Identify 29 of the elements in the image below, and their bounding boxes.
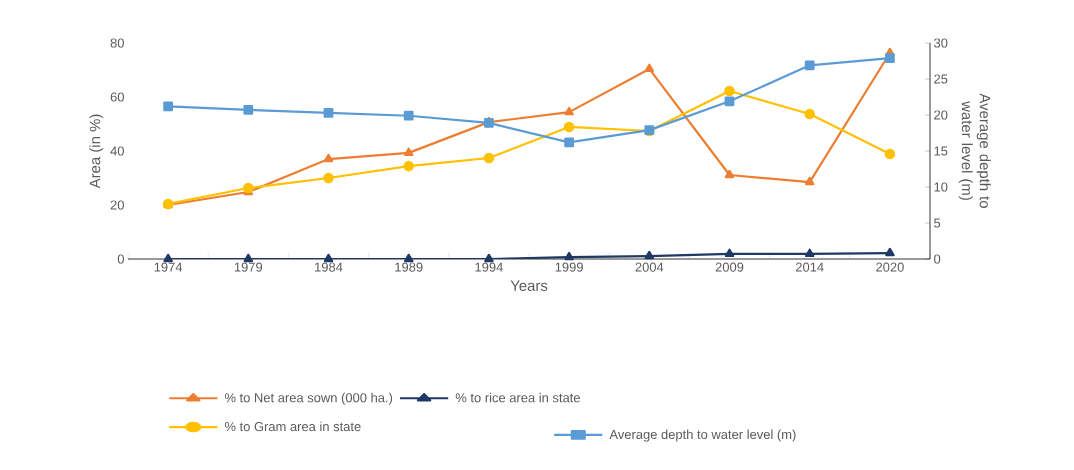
y2-tick-label: 0 bbox=[934, 254, 941, 264]
y2-tick-label: 10 bbox=[934, 182, 948, 192]
y-tick-label: 40 bbox=[110, 146, 124, 156]
x-tick-label: 1989 bbox=[395, 262, 423, 272]
legend-label: % to rice area in state bbox=[455, 392, 580, 403]
x-tick-label: 1994 bbox=[475, 262, 503, 272]
legend-label: Average depth to water level (m) bbox=[609, 429, 796, 442]
y2-tick-label: 5 bbox=[934, 218, 941, 228]
x-tick-label: 1974 bbox=[154, 262, 183, 272]
x-tick-label: 2014 bbox=[795, 262, 824, 272]
y2-tick-label: 20 bbox=[934, 110, 948, 120]
x-tick-label: 2009 bbox=[715, 262, 744, 272]
y2-tick-label: 15 bbox=[934, 146, 948, 156]
legend-label: % to Net area sown (000 ha.) bbox=[224, 392, 393, 405]
y2-tick-label: 30 bbox=[934, 38, 948, 48]
x-tick-label: 2004 bbox=[635, 262, 664, 272]
x-tick-label: 1979 bbox=[234, 262, 263, 272]
y2-tick-label: 25 bbox=[934, 74, 948, 84]
x-tick-label: 1984 bbox=[315, 262, 343, 272]
y-axis-title: Area (in %) bbox=[89, 114, 104, 189]
y2-axis-title: Average depth to water level (m) bbox=[958, 93, 991, 208]
x-tick-label: 2020 bbox=[876, 262, 904, 272]
y-tick-label: 0 bbox=[117, 254, 124, 264]
y-tick-label: 80 bbox=[110, 38, 124, 48]
y-tick-label: 60 bbox=[110, 92, 124, 102]
x-axis-title: Years bbox=[510, 280, 548, 291]
x-tick-label: 1999 bbox=[555, 262, 583, 272]
legend-label: % to Gram area in state bbox=[224, 421, 361, 432]
y-tick-label: 20 bbox=[110, 200, 124, 210]
